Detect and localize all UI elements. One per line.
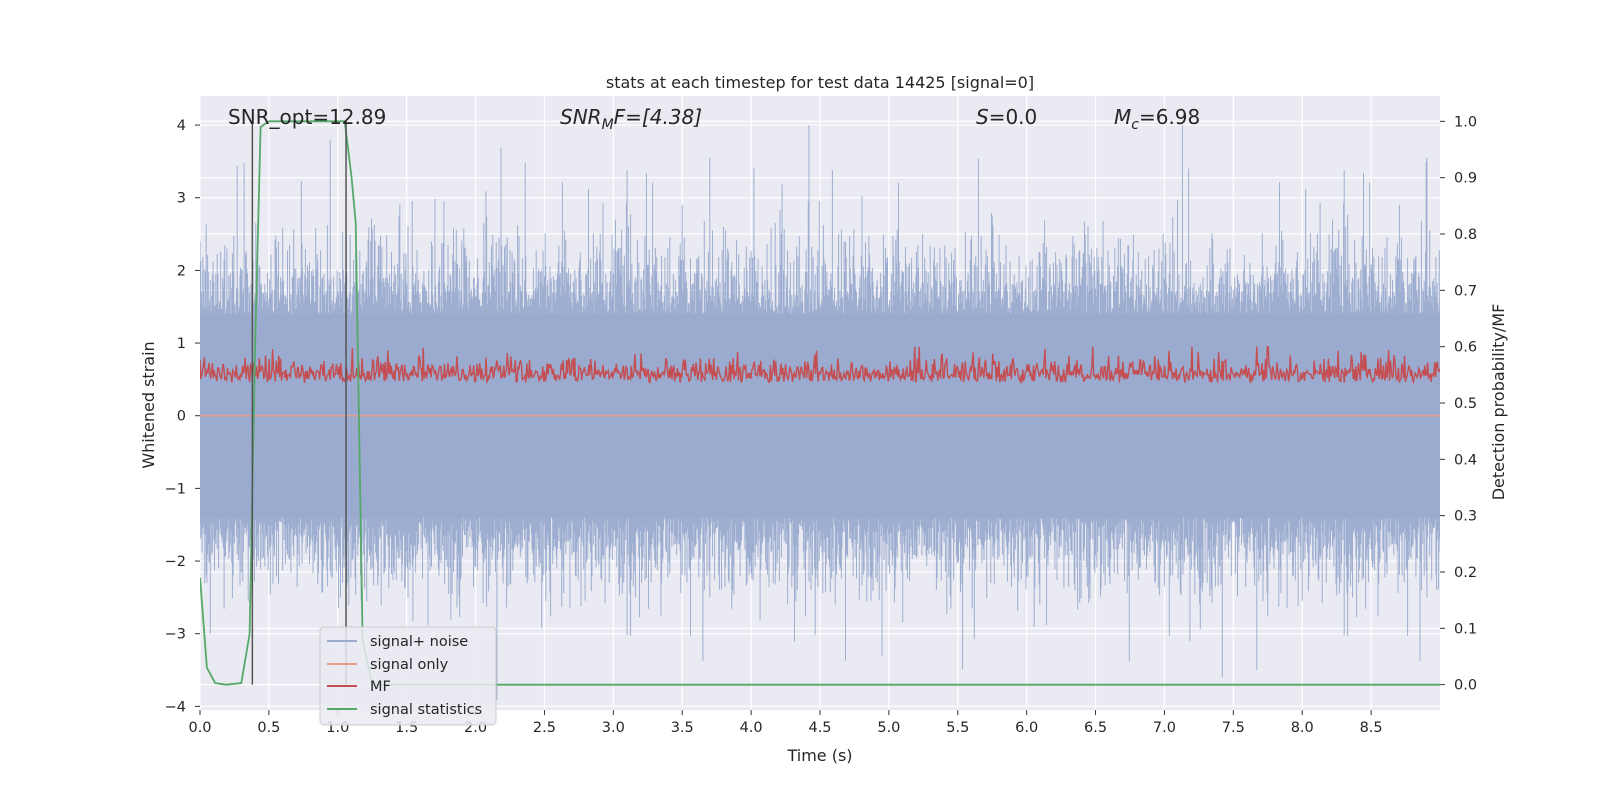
y-right-tick-label: 0.8 xyxy=(1454,227,1477,243)
y-axis-right-label: Detection probability/MF xyxy=(1489,304,1508,501)
y-left-tick-label: −2 xyxy=(165,554,186,570)
y-right-tick-label: 0.1 xyxy=(1454,621,1477,637)
x-tick-label: 8.5 xyxy=(1360,720,1383,736)
series-signal-statistics xyxy=(200,120,1440,686)
y-right-tick-label: 0.9 xyxy=(1454,171,1477,187)
x-tick-label: 6.0 xyxy=(1015,720,1038,736)
y-left-tick-label: 0 xyxy=(177,409,186,425)
y-left-tick-label: −3 xyxy=(165,627,186,643)
x-tick-label: 3.0 xyxy=(602,720,625,736)
y-right-tick-label: 1.0 xyxy=(1454,114,1477,130)
y-left-tick-label: 2 xyxy=(177,263,186,279)
legend-box xyxy=(319,626,497,726)
y-left-tick-label: −1 xyxy=(165,481,186,497)
annotation-mc: Mc=6.98 xyxy=(1114,105,1200,133)
mc-value: =6.98 xyxy=(1139,105,1200,129)
legend-label-mf: MF xyxy=(370,679,391,695)
x-tick-label: 4.0 xyxy=(740,720,763,736)
y-left-tick-label: 3 xyxy=(177,191,186,207)
annotation-s: S=0.0 xyxy=(976,105,1037,129)
x-tick-label: 5.5 xyxy=(946,720,969,736)
s-label: S xyxy=(976,105,989,129)
y-left-tick-label: 1 xyxy=(177,336,186,352)
x-tick-label: 7.0 xyxy=(1153,720,1176,736)
y-axis-left-ticks: 4 3 2 1 0 −1 −2 −3 −4 xyxy=(165,118,200,715)
annotation-snr-opt: SNR_opt=12.89 xyxy=(228,105,386,129)
y-right-tick-label: 0.6 xyxy=(1454,340,1477,356)
legend-label-signal-only: signal only xyxy=(370,657,449,673)
legend-item-signal-statistics: signal statistics xyxy=(327,702,482,718)
legend-item-signal-noise: signal+ noise xyxy=(327,634,468,650)
snr-mf-subscript: M xyxy=(602,117,614,133)
y-left-tick-label: 4 xyxy=(177,118,186,134)
x-axis-ticks: 0.0 0.5 1.0 1.5 2.0 2.5 3.0 3.5 4.0 4.5 5.0 5.5 6.0 6… xyxy=(188,710,1383,736)
x-axis-label: Time (s) xyxy=(786,746,852,765)
y-right-tick-label: 0.0 xyxy=(1454,678,1477,694)
legend-label-signal-statistics: signal statistics xyxy=(370,702,482,718)
legend-item-mf: MF xyxy=(327,679,391,695)
x-tick-label: 4.5 xyxy=(808,720,831,736)
x-tick-label: 6.5 xyxy=(1084,720,1107,736)
boundary-lines xyxy=(251,121,347,685)
annotation-snr-mf: SNRMF=[4.38] xyxy=(560,105,702,133)
x-tick-label: 0.5 xyxy=(257,720,280,736)
x-tick-label: 5.0 xyxy=(877,720,900,736)
y-axis-right-ticks: 1.0 0.9 0.8 0.7 0.6 0.5 0.4 0.3 0.2 0.1 0.0 xyxy=(1440,114,1477,694)
legend-item-signal-only: signal only xyxy=(327,657,449,673)
mc-label: M xyxy=(1114,105,1131,129)
snr-mf-label: SNR xyxy=(560,105,602,129)
x-tick-label: 7.5 xyxy=(1222,720,1245,736)
s-value: =0.0 xyxy=(989,105,1038,129)
x-tick-label: 3.5 xyxy=(671,720,694,736)
y-right-tick-label: 0.3 xyxy=(1454,509,1477,525)
y-right-tick-label: 0.7 xyxy=(1454,283,1477,299)
x-tick-label: 2.5 xyxy=(533,720,556,736)
chart-title: stats at each timestep for test data 144… xyxy=(606,73,1034,92)
y-left-tick-label: −4 xyxy=(165,699,186,715)
legend-label-signal-noise: signal+ noise xyxy=(370,634,468,650)
y-right-tick-label: 0.5 xyxy=(1454,396,1477,412)
x-tick-label: 8.0 xyxy=(1291,720,1314,736)
y-right-tick-label: 0.2 xyxy=(1454,565,1477,581)
series-mf xyxy=(200,346,1440,385)
y-right-tick-label: 0.4 xyxy=(1454,452,1477,468)
y-axis-left-label: Whitened strain xyxy=(139,341,158,468)
snr-mf-value: F=[4.38] xyxy=(614,105,702,129)
legend: signal+ noise signal only MF signal stat… xyxy=(319,626,497,726)
x-tick-label: 0.0 xyxy=(188,720,211,736)
mc-subscript: c xyxy=(1131,117,1139,133)
